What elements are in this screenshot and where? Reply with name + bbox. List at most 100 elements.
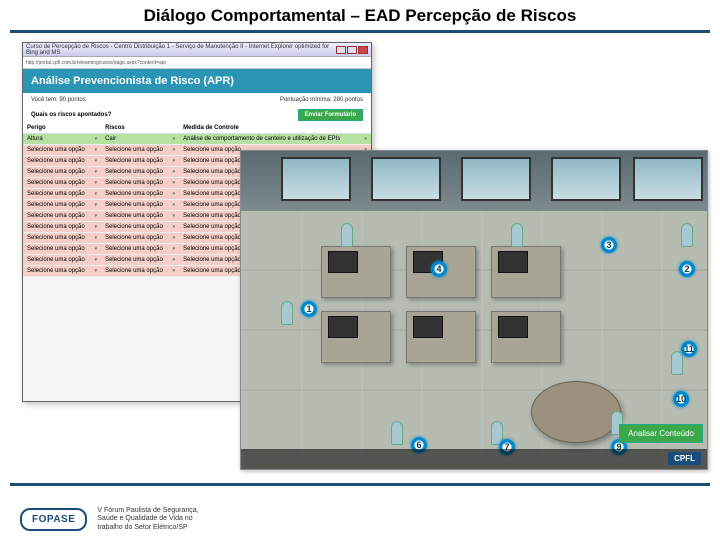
cell-perigo: Selecione uma opção▾ bbox=[23, 222, 101, 233]
dropdown[interactable]: Selecione uma opção▾ bbox=[27, 147, 97, 153]
dropdown[interactable]: Selecione uma opção▾ bbox=[27, 246, 97, 252]
dropdown[interactable]: Selecione uma opção▾ bbox=[105, 235, 175, 241]
cell-riscos: Selecione uma opção▾ bbox=[101, 255, 179, 266]
chevron-down-icon: ▾ bbox=[95, 224, 98, 230]
cell-riscos: Selecione uma opção▾ bbox=[101, 211, 179, 222]
dropdown[interactable]: Selecione uma opção▾ bbox=[27, 224, 97, 230]
desk bbox=[406, 311, 476, 363]
address-bar[interactable]: http://portal.cpfl.com.br/elearning/curs… bbox=[23, 57, 371, 69]
dropdown[interactable]: Selecione uma opção▾ bbox=[105, 147, 175, 153]
chevron-down-icon: ▾ bbox=[95, 235, 98, 241]
dropdown[interactable]: Selecione uma opção▾ bbox=[27, 180, 97, 186]
chevron-down-icon: ▾ bbox=[173, 147, 176, 153]
fopase-badge: FOPASE bbox=[20, 508, 87, 531]
dropdown[interactable]: Selecione uma opção▾ bbox=[105, 202, 175, 208]
cpfl-logo: CPFL bbox=[668, 452, 701, 465]
dropdown[interactable]: Cair▾ bbox=[105, 136, 175, 142]
hotspot-11[interactable]: 11 bbox=[681, 341, 697, 357]
scene-window bbox=[633, 157, 703, 201]
apr-question-text: Quais os riscos apontados? bbox=[31, 112, 111, 118]
dropdown[interactable]: Selecione uma opção▾ bbox=[27, 191, 97, 197]
desk bbox=[491, 311, 561, 363]
cell-riscos: Selecione uma opção▾ bbox=[101, 167, 179, 178]
person bbox=[281, 301, 293, 325]
footer-rule bbox=[10, 483, 710, 486]
dropdown[interactable]: Selecione uma opção▾ bbox=[105, 257, 175, 263]
title-underline bbox=[10, 30, 710, 33]
chevron-down-icon: ▾ bbox=[173, 224, 176, 230]
cell-perigo: Selecione uma opção▾ bbox=[23, 178, 101, 189]
url-text: http://portal.cpfl.com.br/elearning/curs… bbox=[26, 60, 166, 66]
dropdown[interactable]: Selecione uma opção▾ bbox=[27, 202, 97, 208]
chevron-down-icon: ▾ bbox=[173, 235, 176, 241]
chevron-down-icon: ▾ bbox=[95, 213, 98, 219]
dropdown[interactable]: Selecione uma opção▾ bbox=[27, 235, 97, 241]
chevron-down-icon: ▾ bbox=[173, 180, 176, 186]
cell-riscos: Selecione uma opção▾ bbox=[101, 233, 179, 244]
chevron-down-icon: ▾ bbox=[95, 202, 98, 208]
dropdown[interactable]: Selecione uma opção▾ bbox=[105, 246, 175, 252]
scene-window bbox=[281, 157, 351, 201]
dropdown[interactable]: Selecione uma opção▾ bbox=[105, 268, 175, 274]
cell-perigo: Selecione uma opção▾ bbox=[23, 266, 101, 277]
hotspot-4[interactable]: 4 bbox=[431, 261, 447, 277]
cell-riscos: Selecione uma opção▾ bbox=[101, 156, 179, 167]
chevron-down-icon: ▾ bbox=[95, 147, 98, 153]
chevron-down-icon: ▾ bbox=[95, 158, 98, 164]
dropdown[interactable]: Selecione uma opção▾ bbox=[27, 213, 97, 219]
chevron-down-icon: ▾ bbox=[95, 169, 98, 175]
hotspot-10[interactable]: 10 bbox=[673, 391, 689, 407]
hotspot-3[interactable]: 3 bbox=[601, 237, 617, 253]
browser-title-text: Curso de Percepção de Riscos - Centro Di… bbox=[26, 44, 335, 56]
submit-button[interactable]: Enviar Formulário bbox=[298, 109, 363, 121]
cell-riscos: Selecione uma opção▾ bbox=[101, 200, 179, 211]
cell-riscos: Selecione uma opção▾ bbox=[101, 222, 179, 233]
scene-window bbox=[461, 157, 531, 201]
chevron-down-icon: ▾ bbox=[173, 202, 176, 208]
dropdown[interactable]: Selecione uma opção▾ bbox=[105, 224, 175, 230]
cell-riscos: Selecione uma opção▾ bbox=[101, 244, 179, 255]
minimize-button[interactable] bbox=[336, 46, 346, 54]
scene-window bbox=[371, 157, 441, 201]
col-perigo: Perigo bbox=[23, 123, 101, 134]
dropdown[interactable]: Selecione uma opção▾ bbox=[105, 191, 175, 197]
cell-perigo: Selecione uma opção▾ bbox=[23, 233, 101, 244]
dropdown[interactable]: Selecione uma opção▾ bbox=[105, 158, 175, 164]
apr-header: Análise Prevencionista de Risco (APR) bbox=[23, 69, 371, 93]
chevron-down-icon: ▾ bbox=[173, 158, 176, 164]
footer-line3: trabalho do Setor Elétrico/SP bbox=[97, 524, 198, 532]
cell-riscos: Selecione uma opção▾ bbox=[101, 178, 179, 189]
hotspot-2[interactable]: 2 bbox=[679, 261, 695, 277]
desk bbox=[321, 311, 391, 363]
cell-perigo: Selecione uma opção▾ bbox=[23, 211, 101, 222]
cell-perigo: Selecione uma opção▾ bbox=[23, 167, 101, 178]
analyse-button[interactable]: Analisar Conteúdo bbox=[619, 424, 703, 443]
chevron-down-icon: ▾ bbox=[95, 246, 98, 252]
apr-question-row: Quais os riscos apontados? Enviar Formul… bbox=[23, 107, 371, 123]
chevron-down-icon: ▾ bbox=[173, 268, 176, 274]
dropdown[interactable]: Selecione uma opção▾ bbox=[105, 169, 175, 175]
dropdown[interactable]: Selecione uma opção▾ bbox=[27, 268, 97, 274]
dropdown[interactable]: Selecione uma opção▾ bbox=[27, 257, 97, 263]
cell-perigo: Selecione uma opção▾ bbox=[23, 156, 101, 167]
hotspot-1[interactable]: 1 bbox=[301, 301, 317, 317]
dropdown[interactable]: Selecione uma opção▾ bbox=[105, 180, 175, 186]
apr-meta-row: Você tem: 90 pontos Pontuação mínima: 28… bbox=[23, 93, 371, 107]
person bbox=[681, 223, 693, 247]
maximize-button[interactable] bbox=[347, 46, 357, 54]
close-button[interactable] bbox=[358, 46, 368, 54]
window-buttons bbox=[335, 46, 368, 54]
dropdown[interactable]: Selecione uma opção▾ bbox=[27, 158, 97, 164]
cell-perigo: Selecione uma opção▾ bbox=[23, 200, 101, 211]
cell-riscos: Selecione uma opção▾ bbox=[101, 145, 179, 156]
dropdown[interactable]: Selecione uma opção▾ bbox=[27, 169, 97, 175]
dropdown[interactable]: Altura▾ bbox=[27, 136, 97, 142]
person bbox=[341, 223, 353, 247]
chevron-down-icon: ▾ bbox=[173, 191, 176, 197]
dropdown[interactable]: Análise de comportamento de canteiro e u… bbox=[183, 136, 367, 142]
dropdown[interactable]: Selecione uma opção▾ bbox=[105, 213, 175, 219]
col-medida: Medida de Controle bbox=[179, 123, 371, 134]
cell-perigo: Selecione uma opção▾ bbox=[23, 189, 101, 200]
footer: FOPASE V Fórum Paulista de Segurança, Sa… bbox=[20, 507, 199, 532]
chevron-down-icon: ▾ bbox=[173, 169, 176, 175]
